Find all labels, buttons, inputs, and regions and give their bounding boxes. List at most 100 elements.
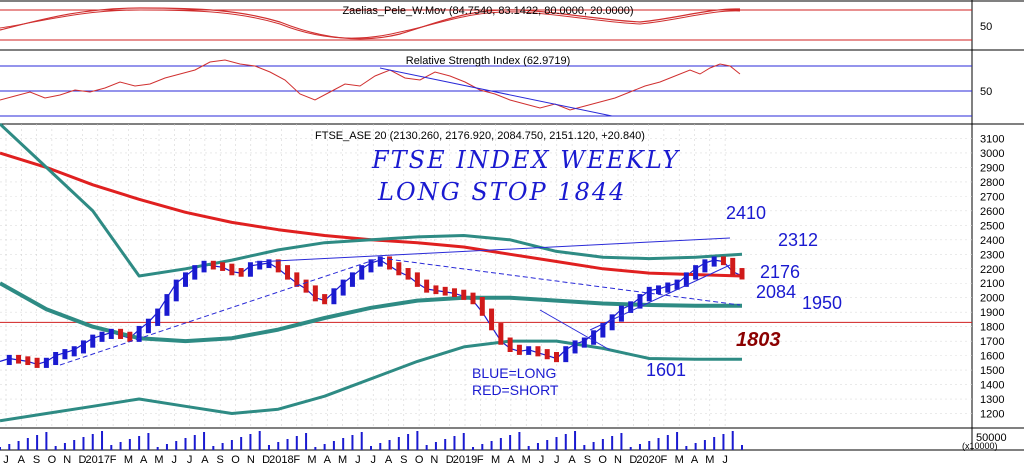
- falling-trendline: [379, 257, 741, 306]
- month-label: O: [231, 454, 240, 466]
- volume-bar: [676, 432, 679, 450]
- volume-bar: [453, 436, 456, 450]
- volume-bar: [0, 447, 1, 450]
- recovery-line: [589, 264, 731, 331]
- price-bar: [396, 262, 402, 276]
- month-label: F: [661, 454, 668, 466]
- price-title: FTSE_ASE 20 (2130.260, 2176.920, 2084.75…: [315, 130, 645, 142]
- month-label: A: [324, 454, 332, 466]
- volume-bar: [518, 432, 521, 450]
- x-axis: J A S O N D 2017 F M A M J J A S O N D 2018 F M A M J J A S O N D 2019…: [3, 454, 728, 466]
- month-label: J: [355, 454, 361, 466]
- month-label: M: [705, 454, 714, 466]
- month-label: A: [385, 454, 393, 466]
- price-bar: [739, 268, 745, 280]
- upper-band-line: [0, 122, 743, 278]
- month-label: D: [629, 454, 637, 466]
- price-bar: [201, 260, 207, 273]
- price-bar: [544, 349, 550, 360]
- month-label: D: [446, 454, 454, 466]
- decline-line: [539, 309, 611, 351]
- price-bar: [183, 272, 188, 287]
- volume-bar: [175, 441, 178, 450]
- upper-channel-line: [254, 237, 731, 263]
- volume-bar: [351, 435, 354, 450]
- price-tick-label: 2600: [980, 206, 1004, 218]
- price-bar: [118, 328, 124, 339]
- level-label-2312: 2312: [778, 230, 818, 250]
- oscillator-axis-label: 50: [980, 21, 992, 33]
- rsi-axis-label: 50: [980, 86, 992, 98]
- price-bar: [80, 340, 86, 354]
- price-bar: [294, 272, 300, 287]
- volume-bar: [379, 443, 382, 450]
- month-label: M: [491, 454, 500, 466]
- volume-bar: [156, 447, 159, 450]
- volume-bar: [509, 435, 512, 450]
- month-label: D: [79, 454, 87, 466]
- volume-bar: [45, 432, 48, 450]
- month-label: J: [3, 454, 9, 466]
- price-bar: [127, 331, 133, 342]
- volume-bar: [370, 446, 372, 450]
- month-label: D: [262, 454, 270, 466]
- month-label: M: [124, 454, 133, 466]
- volume-bar: [17, 441, 20, 450]
- month-label: A: [140, 454, 148, 466]
- volume-bar: [434, 442, 437, 450]
- month-label: S: [400, 454, 407, 466]
- price-bar: [591, 330, 597, 345]
- volume-bar: [323, 444, 326, 450]
- price-bar: [210, 260, 216, 270]
- volume-bar: [620, 433, 623, 450]
- volume-bar: [73, 440, 76, 450]
- month-label: A: [507, 454, 515, 466]
- price-bar: [433, 285, 439, 295]
- price-bar: [730, 257, 736, 276]
- volume-bar: [305, 433, 308, 450]
- volume-bar: [648, 441, 651, 450]
- volume-bar: [240, 437, 243, 450]
- price-bar: [238, 268, 244, 277]
- price-bar: [340, 279, 346, 296]
- rsi-line: [0, 59, 741, 111]
- price-bar: [349, 272, 355, 287]
- month-label: 2019: [453, 454, 477, 466]
- volume-bar: [221, 443, 224, 450]
- volume-bar: [193, 435, 196, 450]
- month-label: A: [568, 454, 576, 466]
- month-label: J: [370, 454, 376, 466]
- middle-band-line: [0, 281, 742, 344]
- volume-bar: [601, 439, 604, 450]
- price-bar: [136, 325, 142, 342]
- volume-bar: [267, 445, 270, 450]
- price-tick-label: 1400: [980, 380, 1004, 392]
- month-label: O: [598, 454, 607, 466]
- month-label: 2018: [269, 454, 293, 466]
- price-bar: [563, 346, 569, 363]
- month-label: M: [522, 454, 531, 466]
- price-tick-label: 2000: [980, 293, 1004, 305]
- level-label-2410: 2410: [726, 203, 766, 223]
- month-label: J: [539, 454, 545, 466]
- volume-bar: [165, 444, 168, 450]
- rising-trendline: [59, 257, 381, 366]
- price-tick-label: 1700: [980, 336, 1004, 348]
- month-label: F: [293, 454, 300, 466]
- volume-bar: [657, 438, 660, 450]
- price-bar: [628, 301, 634, 313]
- volume-bar: [638, 444, 641, 450]
- month-label: S: [33, 454, 40, 466]
- volume-bar: [203, 432, 206, 450]
- month-label: A: [691, 454, 699, 466]
- legend-short: RED=SHORT: [472, 382, 559, 398]
- volume-bar: [564, 434, 567, 450]
- month-label: N: [430, 454, 438, 466]
- annotation-title-line1: FTSE INDEX WEEKLY: [371, 146, 680, 174]
- month-label: S: [584, 454, 591, 466]
- price-tick-label: 2100: [980, 278, 1004, 290]
- price-tick-label: 2500: [980, 220, 1004, 232]
- month-label: F: [110, 454, 117, 466]
- price-tick-label: 1800: [980, 322, 1004, 334]
